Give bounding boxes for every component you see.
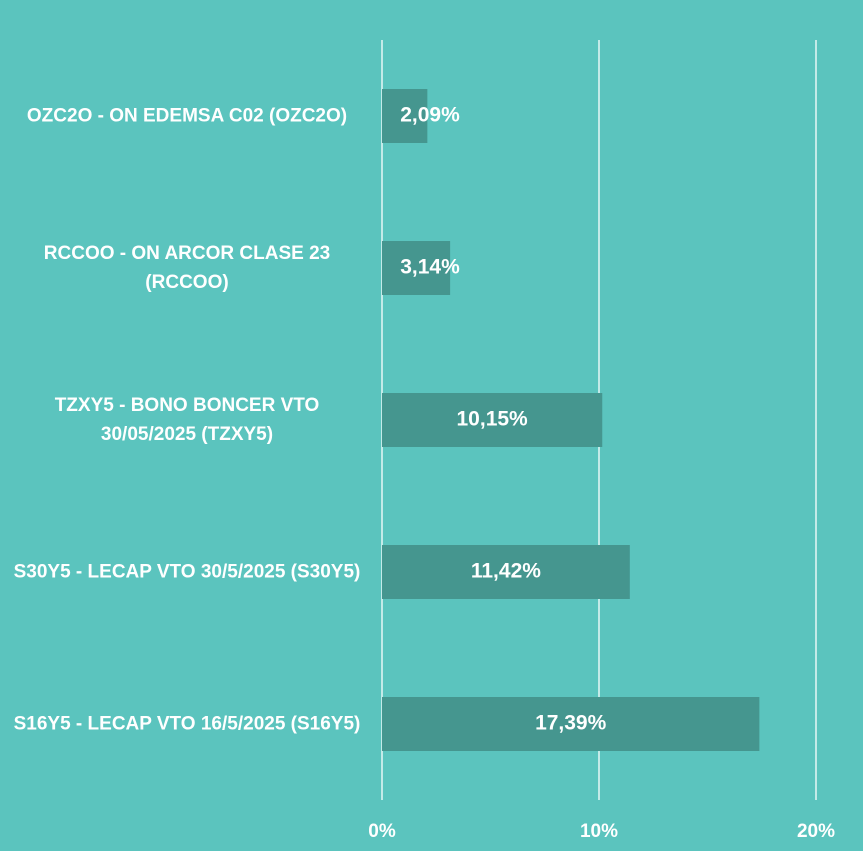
category-label: S30Y5 - LECAP VTO 30/5/2025 (S30Y5) (13, 561, 361, 583)
value-label: 2,09% (400, 104, 460, 127)
value-label: 3,14% (400, 256, 460, 279)
category-label: RCCOO - ON ARCOR CLASE 23 (RCCOO) (43, 243, 331, 293)
value-label: 17,39% (535, 712, 607, 735)
x-tick-label: 0% (368, 821, 396, 842)
value-label: 11,42% (471, 560, 541, 583)
x-tick-label: 10% (580, 821, 618, 842)
bar (382, 545, 630, 599)
x-tick-label: 20% (797, 821, 835, 842)
value-label: 10,15% (457, 408, 529, 431)
bar (382, 241, 451, 295)
category-label: TZXY5 - BONO BONCER VTO 30/05/2025 (TZXY… (54, 395, 320, 445)
bar (382, 393, 603, 447)
category-label: S16Y5 - LECAP VTO 16/5/2025 (S16Y5) (13, 713, 361, 735)
category-label: OZC2O - ON EDEMSA C02 (OZC2O) (26, 105, 348, 127)
bar (382, 697, 760, 751)
bar (382, 89, 428, 143)
